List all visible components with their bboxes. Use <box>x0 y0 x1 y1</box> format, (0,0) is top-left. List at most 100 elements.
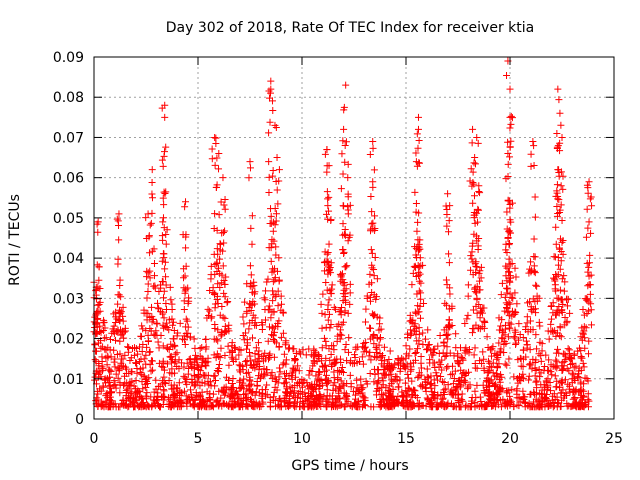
data-point <box>336 355 344 363</box>
data-point <box>139 399 147 407</box>
data-point <box>412 200 420 208</box>
data-point <box>265 173 273 181</box>
data-point <box>271 396 279 404</box>
data-point <box>222 273 230 281</box>
data-point-peak <box>414 125 422 133</box>
data-point <box>310 357 318 365</box>
data-point <box>160 201 168 209</box>
data-point <box>253 402 261 410</box>
data-point <box>536 338 544 346</box>
data-point <box>473 296 481 304</box>
data-point <box>577 402 585 410</box>
data-point <box>317 377 325 385</box>
data-point <box>392 372 400 380</box>
data-point-peak <box>182 198 190 206</box>
data-point <box>507 320 515 328</box>
data-point <box>321 361 329 369</box>
data-point <box>344 237 352 245</box>
data-point <box>559 237 567 245</box>
data-point <box>369 333 377 341</box>
y-tick-label: 0 <box>75 412 84 428</box>
data-point <box>162 240 170 248</box>
data-point <box>159 214 167 222</box>
data-point <box>480 403 488 411</box>
data-point <box>169 318 177 326</box>
data-point <box>547 361 555 369</box>
data-point <box>175 379 183 387</box>
data-point <box>429 351 437 359</box>
data-point <box>275 277 283 285</box>
data-point <box>552 349 560 357</box>
data-point <box>481 319 489 327</box>
data-point <box>404 334 412 342</box>
data-point <box>584 282 592 290</box>
data-point <box>271 221 279 229</box>
data-point <box>324 397 332 405</box>
data-point <box>265 189 273 197</box>
data-point <box>506 392 514 400</box>
data-point <box>542 351 550 359</box>
data-point <box>198 344 206 352</box>
data-point <box>154 396 162 404</box>
data-point <box>317 300 325 308</box>
data-point <box>417 353 425 361</box>
data-point <box>272 210 280 218</box>
data-point <box>180 297 188 305</box>
data-point <box>272 378 280 386</box>
data-point <box>419 402 427 410</box>
data-point <box>442 364 450 372</box>
data-point <box>218 271 226 279</box>
data-point <box>332 401 340 409</box>
data-point <box>414 302 422 310</box>
data-point <box>396 376 404 384</box>
data-point <box>500 338 508 346</box>
data-point <box>473 381 481 389</box>
data-point <box>333 322 341 330</box>
data-point <box>414 218 422 226</box>
data-point <box>146 274 154 282</box>
data-point <box>519 387 527 395</box>
data-point-peak <box>94 218 102 226</box>
data-point <box>493 396 501 404</box>
data-point <box>469 179 477 187</box>
data-point <box>336 335 344 343</box>
data-point <box>143 267 151 275</box>
data-point <box>502 284 510 292</box>
data-point <box>477 398 485 406</box>
data-point <box>359 360 367 368</box>
y-tick-label: 0.05 <box>53 211 84 227</box>
data-point <box>106 393 114 401</box>
data-point <box>506 153 514 161</box>
data-point <box>478 359 486 367</box>
data-point <box>342 340 350 348</box>
data-point <box>311 396 319 404</box>
data-point <box>173 349 181 357</box>
data-point <box>209 390 217 398</box>
data-point <box>110 330 118 338</box>
data-point <box>495 375 503 383</box>
grid-lines <box>94 57 614 419</box>
data-point <box>533 384 541 392</box>
data-point <box>292 403 300 411</box>
data-point <box>143 343 151 351</box>
data-point <box>459 355 467 363</box>
data-point <box>557 201 565 209</box>
data-point <box>112 403 120 411</box>
axis-ticks <box>93 56 615 420</box>
data-point <box>552 270 560 278</box>
data-point <box>472 268 480 276</box>
data-point <box>386 389 394 397</box>
data-point <box>458 396 466 404</box>
data-point <box>143 389 151 397</box>
data-point <box>173 389 181 397</box>
data-point <box>507 218 515 226</box>
data-point-peak <box>273 154 281 162</box>
data-point <box>107 336 115 344</box>
data-point <box>470 180 478 188</box>
data-point <box>342 285 350 293</box>
data-point <box>230 358 238 366</box>
data-point <box>104 353 112 361</box>
data-point <box>473 401 481 409</box>
data-point <box>414 144 422 152</box>
data-points <box>90 57 596 411</box>
